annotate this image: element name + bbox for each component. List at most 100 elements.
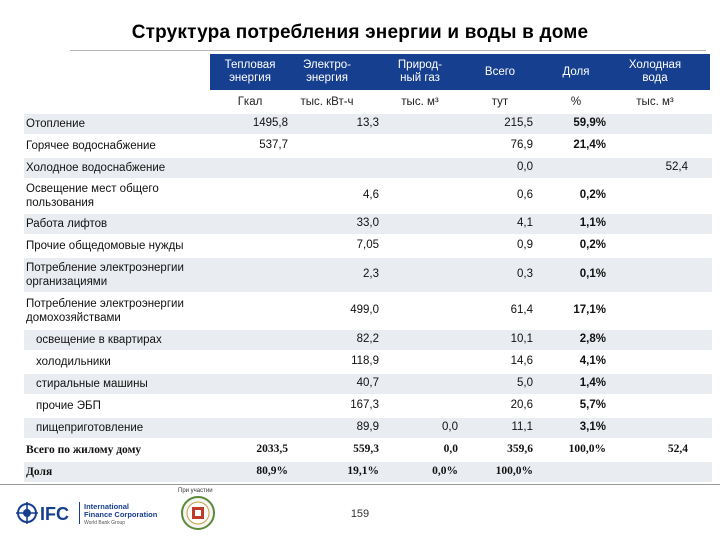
cell-gas: 0,0% [432,465,458,477]
table-row: Холодное водоснабжение [24,158,712,178]
cell-total: 76,9 [510,139,533,151]
table-header: Тепловая энергия Электро-энергия Природ-… [0,0,720,112]
col-header-gas: Природ-ный газ [397,59,443,84]
row-label: Отопление [26,118,85,130]
cell-total: 5,0 [517,377,533,389]
row-label: Прочие общедомовые нужды [26,240,184,252]
cell-elec: 4,6 [363,189,379,201]
row-label: пищеприготовление [36,422,144,434]
cell-elec: 82,2 [356,333,379,345]
title-divider [70,50,706,51]
col-header-share: Доля [562,65,590,78]
cell-elec: 559,3 [353,443,379,455]
table-row: Всего по жилому дому [24,440,712,460]
cell-total: 11,1 [511,421,533,433]
cell-share: 4,1% [579,355,606,367]
unit-gas: тыс. м³ [401,96,439,108]
cell-share: 0,2% [579,189,606,201]
cell-water: 52,4 [665,161,688,173]
cell-elec: 167,3 [350,399,379,411]
unit-elec: тыс. кВт-ч [300,96,354,108]
footer [0,485,720,540]
cell-elec: 499,0 [350,304,379,316]
cell-gas: 0,0 [443,443,458,455]
row-label: холодильники [36,356,111,368]
cell-total: 0,0 [517,161,533,173]
table-row: Горячее водоснабжение [24,136,712,156]
cell-elec: 13,3 [356,117,379,129]
cell-total: 10,1 [510,333,533,345]
cell-share: 1,1% [579,217,606,229]
header-band [210,54,710,90]
cell-water: 52,4 [667,443,688,455]
unit-total: тут [491,96,509,108]
cell-total: 0,6 [517,189,533,201]
svg-text:World Bank Group: World Bank Group [84,520,125,526]
cell-elec: 19,1% [347,465,379,477]
partner-seal-icon [181,496,215,530]
row-label: Холодное водоснабжение [26,162,166,174]
unit-share: % [570,96,582,108]
cell-total: 4,1 [517,217,533,229]
cell-share: 2,8% [579,333,606,345]
table-row: Прочие общедомовые нужды [24,236,712,256]
cell-share: 3,1% [579,421,606,433]
cell-share: 21,4% [573,139,606,151]
row-label: Горячее водоснабжение [26,140,156,152]
cell-total: 0,3 [517,268,533,280]
cell-elec: 118,9 [351,355,379,367]
cell-total: 61,4 [510,304,533,316]
table-row: Работа лифтов [24,214,712,234]
svg-text:Finance Corporation: Finance Corporation [84,510,158,519]
page-number: 159 [350,508,370,520]
cell-heat: 80,9% [256,465,288,477]
cell-elec: 7,05 [356,239,379,251]
row-label: Доля [26,466,53,478]
table-row: пищеприготовление [24,418,712,438]
cell-heat: 2033,5 [256,443,288,455]
cell-share: 0,1% [579,268,606,280]
cell-total: 215,5 [504,117,533,129]
row-label: Работа лифтов [26,218,108,230]
cell-total: 14,6 [510,355,533,367]
table-row: Освещение мест общего пользования [24,180,712,212]
table-row: освещение в квартирах [24,330,712,350]
row-label: прочие ЭБП [36,400,101,412]
cell-total: 0,9 [517,239,533,251]
col-header-total: Всего [484,65,516,78]
cell-share: 1,4% [579,377,606,389]
cell-elec: 89,9 [356,421,379,433]
table-row: Доля [24,462,712,482]
row-label: Освещение мест общего пользования [26,183,159,209]
cell-elec: 40,7 [356,377,379,389]
row-label: Потребление электроэнергии домохозяйства… [26,298,184,324]
table-row: прочие ЭБП [24,396,712,416]
col-header-elec: Электро-энергия [302,59,352,84]
row-label: освещение в квартирах [36,334,162,346]
cell-share: 59,9% [573,117,606,129]
cell-heat: 1495,8 [252,117,288,129]
cell-total: 100,0% [495,465,533,477]
cell-total: 20,6 [510,399,533,411]
table-row: холодильники [24,352,712,372]
table-row: Потребление электроэнергии организациями [24,258,712,292]
cell-gas: 0,0 [442,421,458,433]
svg-text:International: International [84,502,129,511]
partner-label: При участии [178,488,213,494]
table-row: стиральные машины [24,374,712,394]
ifc-logo-mark: IFC [40,504,69,524]
cell-share: 0,2% [579,239,606,251]
cell-elec: 33,0 [356,217,379,229]
ifc-logo: IFC International Finance Corporation Wo… [16,502,158,526]
row-label: Всего по жилому дому [26,444,142,456]
unit-water: тыс. м³ [636,96,674,108]
table-row: Отопление [24,114,712,134]
cell-total: 359,6 [507,443,533,455]
footer-divider [0,484,720,485]
row-label: Потребление электроэнергии организациями [26,262,184,288]
cell-share: 100,0% [568,443,606,455]
table-row: Потребление электроэнергии домохозяйства… [24,294,712,328]
cell-share: 5,7% [579,399,606,411]
row-label: стиральные машины [36,378,148,390]
unit-heat: Гкал [237,96,263,108]
